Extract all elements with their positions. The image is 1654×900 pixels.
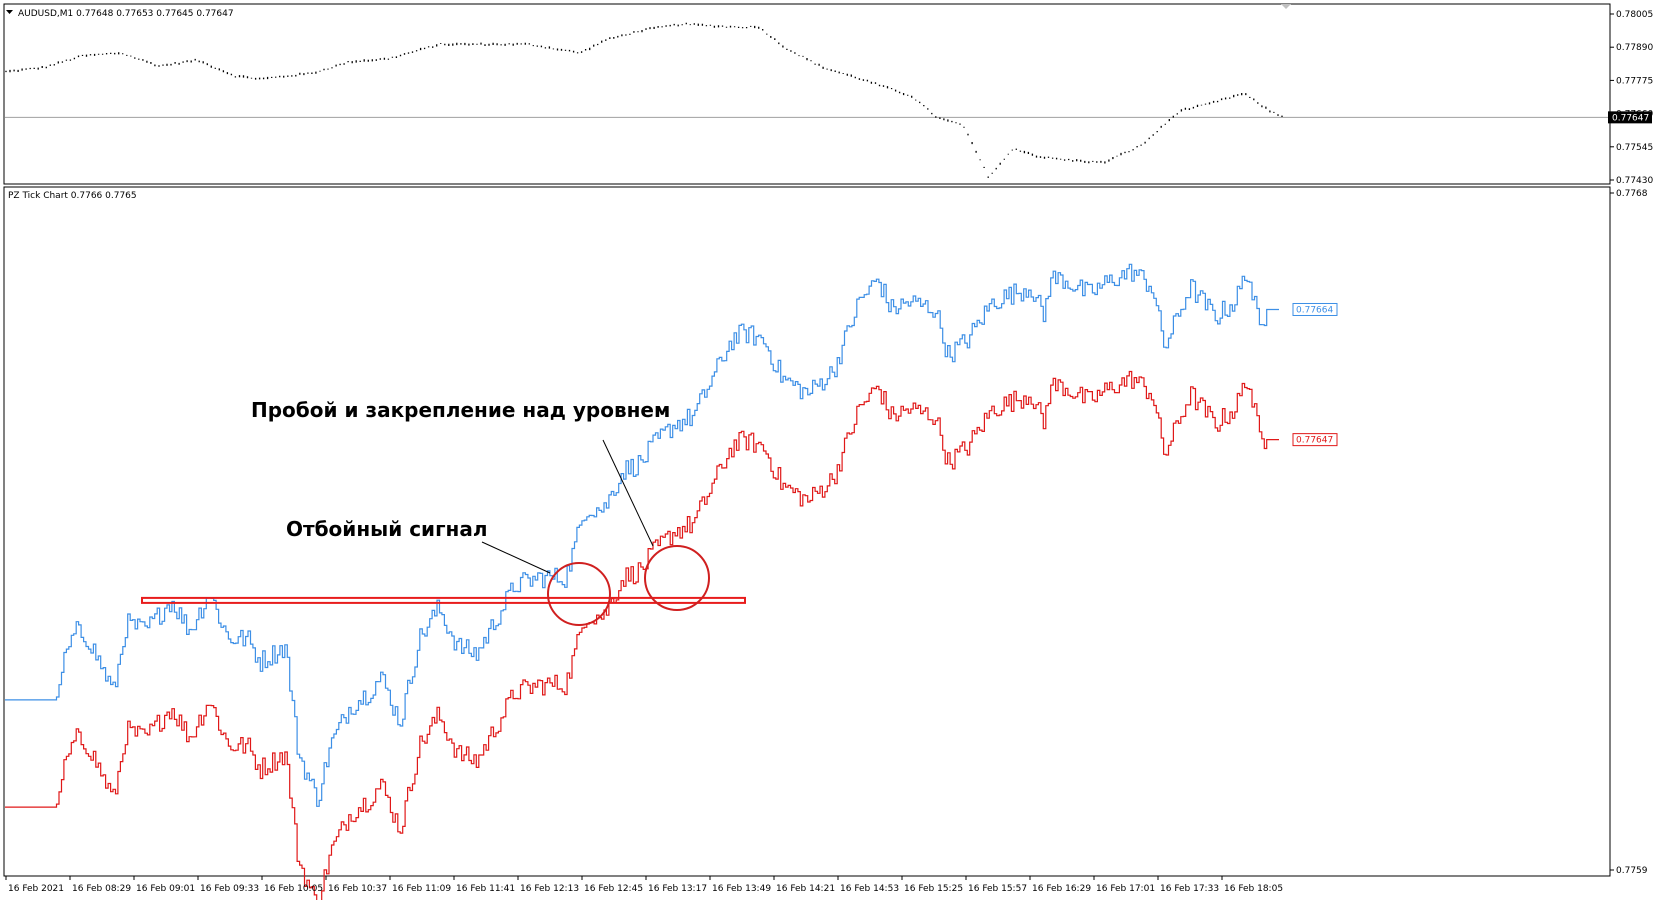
rebound-circle [547, 562, 611, 626]
top-pane-title: AUDUSD,M1 0.77648 0.77653 0.77645 0.7764… [18, 9, 234, 19]
price-tick-label: 0.7768 [1616, 189, 1648, 199]
time-tick-label: 16 Feb 09:01 [136, 884, 195, 894]
time-axis: 16 Feb 2021 16 Feb 08:29 16 Feb 09:01 16 Fe… [5, 876, 1283, 894]
level-line[interactable] [141, 596, 746, 604]
series-value-box-blue [1292, 302, 1338, 316]
time-tick-label: 16 Feb 15:25 [904, 884, 963, 894]
series-value-label-blue: 0.77664 [1296, 305, 1333, 315]
current-price-label: 0.77647 [1612, 113, 1649, 123]
price-tick-label: 0.77775 [1616, 76, 1653, 86]
time-tick-label: 16 Feb 08:29 [72, 884, 131, 894]
tick-series-red [5, 370, 1279, 900]
breakout-pointer [602, 439, 654, 547]
time-tick-label: 16 Feb 11:09 [392, 884, 451, 894]
breakout-circle [644, 545, 710, 611]
time-tick-label: 16 Feb 13:17 [648, 884, 707, 894]
time-tick-label: 16 Feb 2021 [8, 884, 64, 894]
tick-series-blue [5, 263, 1279, 807]
time-tick-label: 16 Feb 15:57 [968, 884, 1027, 894]
price-tick-label: 0.77545 [1616, 143, 1653, 153]
time-tick-label: 16 Feb 17:01 [1096, 884, 1155, 894]
time-tick-label: 16 Feb 18:05 [1224, 884, 1283, 894]
current-price-box [1608, 111, 1652, 124]
rebound-pointer [481, 541, 551, 574]
breakout-annotation: Пробой и закрепление над уровнем [251, 398, 670, 422]
time-tick-label: 16 Feb 09:33 [200, 884, 259, 894]
top-pane-series [5, 22, 1283, 178]
time-tick-label: 16 Feb 12:45 [584, 884, 643, 894]
time-tick-label: 16 Feb 10:05 [264, 884, 323, 894]
price-tick-label: 0.77890 [1616, 43, 1653, 53]
rebound-annotation: Отбойный сигнал [286, 517, 487, 541]
bottom-pane-series: 0.77664 0.77647 [5, 263, 1338, 900]
shift-marker-icon[interactable] [1281, 4, 1291, 9]
bottom-pane-price-axis: 0.7768 0.7759 [1610, 189, 1648, 876]
price-tick-label: 0.7759 [1616, 866, 1648, 876]
series-value-label-red: 0.77647 [1296, 436, 1333, 446]
price-tick-label: 0.77430 [1616, 176, 1653, 186]
series-value-box-red [1292, 433, 1338, 447]
top-pane-price-axis: 0.780050.778900.777750.776600.775450.774… [1610, 10, 1653, 186]
price-tick-label: 0.78005 [1616, 10, 1653, 20]
window-menu-icon[interactable] [6, 10, 13, 14]
time-tick-label: 16 Feb 14:53 [840, 884, 899, 894]
time-tick-label: 16 Feb 10:37 [328, 884, 387, 894]
time-tick-label: 16 Feb 12:13 [520, 884, 579, 894]
top-pane-frame [3, 3, 1611, 185]
time-tick-label: 16 Feb 16:29 [1032, 884, 1091, 894]
time-tick-label: 16 Feb 11:41 [456, 884, 515, 894]
time-tick-label: 16 Feb 14:21 [776, 884, 835, 894]
bottom-pane-frame [3, 186, 1611, 877]
time-tick-label: 16 Feb 13:49 [712, 884, 771, 894]
bottom-pane-title: PZ Tick Chart 0.7766 0.7765 [8, 191, 137, 201]
top-price-bars [5, 22, 1283, 178]
time-tick-label: 16 Feb 17:33 [1160, 884, 1219, 894]
